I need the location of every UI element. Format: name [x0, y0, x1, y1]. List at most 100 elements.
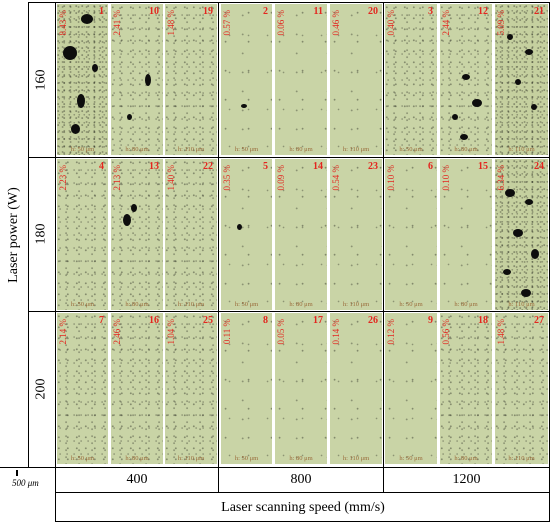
micrograph-panel: 16 2.46 % h: 80 μm [111, 313, 163, 464]
pore-blob [521, 289, 531, 297]
micrograph-panel: 25 1.04 % h: 110 μm [165, 313, 217, 464]
micrograph-panel: 27 1.48 % h: 110 μm [495, 313, 548, 464]
porosity-value: 5.09 % [496, 10, 506, 36]
hatch-spacing-label: h: 110 μm [342, 301, 370, 308]
pore-blob [507, 34, 513, 40]
hatch-spacing-label: h: 80 μm [454, 301, 478, 308]
micrograph-panel: 21 5.09 % h: 110 μm [495, 4, 548, 155]
porosity-value: 1.04 % [166, 319, 176, 345]
speed-label-800: 800 [290, 472, 312, 487]
micrograph-panel: 7 2.14 % h: 50 μm [57, 313, 108, 464]
sample-number: 27 [534, 315, 544, 326]
sample-number: 23 [368, 161, 378, 172]
frame-top [28, 2, 550, 3]
sample-number: 12 [478, 6, 488, 17]
sample-number: 13 [149, 161, 159, 172]
hatch-spacing-label: h: 50 μm [70, 146, 95, 153]
porosity-value: 0.56 % [441, 319, 451, 345]
hatch-spacing-label: h: 50 μm [234, 455, 259, 462]
sample-number: 9 [428, 315, 433, 326]
frame-left [28, 2, 29, 467]
micrograph-panel: 22 1.40 % h: 110 μm [165, 159, 217, 310]
micrograph-panel: 3 0.40 % h: 50 μm [385, 4, 437, 155]
hatch-spacing-label: h: 80 μm [289, 301, 313, 308]
pore-blob [452, 114, 458, 120]
porosity-value: 1.48 % [496, 319, 506, 345]
sample-number: 17 [313, 315, 323, 326]
hatch-spacing-label: h: 110 μm [508, 301, 535, 308]
porosity-value: 2.14 % [58, 319, 68, 345]
row-divider-1 [28, 157, 550, 158]
micrograph-panel: 1 8.43 % h: 50 μm [57, 4, 108, 155]
porosity-value: 0.46 % [331, 10, 341, 36]
sample-number: 8 [263, 315, 268, 326]
sample-number: 11 [313, 6, 323, 17]
micrograph-panel: 18 0.56 % h: 80 μm [440, 313, 492, 464]
micrograph-panel: 10 2.41 % h: 80 μm [111, 4, 163, 155]
hatch-spacing-label: h: 110 μm [177, 301, 205, 308]
porosity-value: 2.13 % [112, 165, 122, 191]
col-divider-1 [218, 2, 219, 492]
hatch-spacing-label: h: 110 μm [508, 455, 535, 462]
porosity-value: 6.34 % [496, 165, 506, 191]
micrograph-panel: 2 0.57 % h: 50 μm [221, 4, 272, 155]
micrograph-panel: 23 0.54 % h: 110 μm [330, 159, 382, 310]
porosity-value: 0.14 % [331, 319, 341, 345]
micrograph-panel: 17 0.05 % h: 80 μm [275, 313, 327, 464]
porosity-value: 2.46 % [112, 319, 122, 345]
pore-blob [513, 229, 523, 237]
porosity-value: 0.10 % [441, 165, 451, 191]
porosity-value: 8.43 % [58, 10, 68, 36]
x-axis-label: Laser scanning speed (mm/s) [221, 499, 385, 515]
pore-blob [505, 189, 515, 197]
hatch-spacing-label: h: 50 μm [234, 301, 259, 308]
sample-number: 18 [478, 315, 488, 326]
scale-bar [16, 470, 18, 476]
micrograph-panel: 4 2.23 % h: 50 μm [57, 159, 108, 310]
power-label-180: 180 [33, 223, 48, 245]
hatch-spacing-label: h: 110 μm [508, 146, 535, 153]
pore-blob [131, 204, 137, 212]
micrograph-panel: 8 0.11 % h: 50 μm [221, 313, 272, 464]
power-label-160: 160 [33, 69, 48, 91]
micrograph-panel: 26 0.14 % h: 110 μm [330, 313, 382, 464]
pore-blob [63, 46, 77, 60]
micrograph-panel: 11 0.06 % h: 80 μm [275, 4, 327, 155]
hatch-spacing-label: h: 50 μm [399, 146, 423, 153]
sample-number: 21 [534, 6, 544, 17]
sample-number: 4 [99, 161, 104, 172]
hatch-spacing-label: h: 50 μm [234, 146, 259, 153]
row-divider-3 [0, 467, 550, 468]
porosity-value: 2.23 % [58, 165, 68, 191]
pore-blob [92, 64, 98, 72]
pore-blob [531, 104, 537, 110]
row-divider-2 [28, 311, 550, 312]
sample-number: 2 [263, 6, 268, 17]
pore-blob [123, 214, 131, 226]
hatch-spacing-label: h: 110 μm [342, 455, 370, 462]
pore-blob [81, 14, 93, 24]
micrograph-panel: 5 0.35 % h: 50 μm [221, 159, 272, 310]
sample-number: 20 [368, 6, 378, 17]
hatch-spacing-label: h: 80 μm [125, 301, 149, 308]
porosity-value: 0.10 % [386, 165, 396, 191]
hatch-spacing-label: h: 80 μm [289, 455, 313, 462]
pore-blob [515, 79, 521, 85]
sample-number: 25 [203, 315, 213, 326]
porosity-value: 0.12 % [386, 319, 396, 345]
hatch-spacing-label: h: 80 μm [289, 146, 313, 153]
hatch-spacing-label: h: 50 μm [70, 301, 95, 308]
porosity-value: 2.41 % [112, 10, 122, 36]
col-divider-2 [383, 2, 384, 492]
speed-label-400: 400 [126, 472, 148, 487]
hatch-spacing-label: h: 80 μm [125, 146, 149, 153]
speed-label-1200: 1200 [452, 472, 481, 487]
porosity-value: 0.40 % [386, 10, 396, 36]
hatch-spacing-label: h: 110 μm [177, 455, 205, 462]
sample-number: 15 [478, 161, 488, 172]
micrograph-panel: 9 0.12 % h: 50 μm [385, 313, 437, 464]
hatch-spacing-label: h: 110 μm [342, 146, 370, 153]
hatch-spacing-label: h: 80 μm [125, 455, 149, 462]
sample-number: 19 [203, 6, 213, 17]
hatch-spacing-label: h: 110 μm [177, 146, 205, 153]
